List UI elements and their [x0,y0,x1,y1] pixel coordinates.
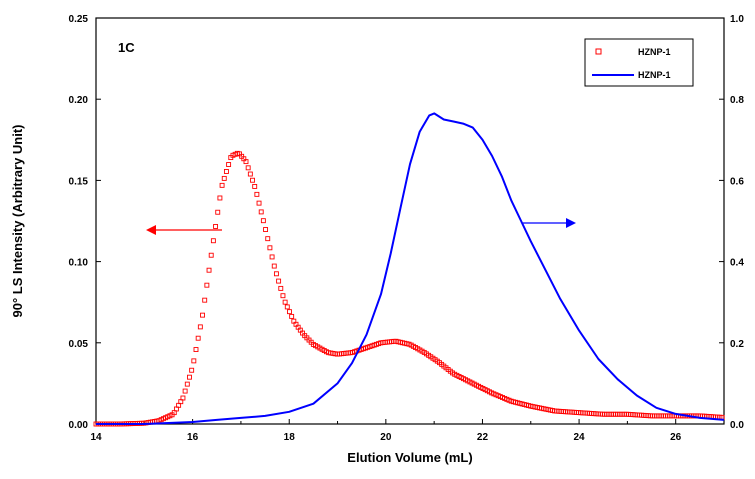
red-marker [204,282,210,288]
red-marker [265,236,271,242]
legend-box [584,38,694,87]
red-marker [250,177,255,183]
red-marker [252,183,258,189]
red-marker [195,335,201,341]
red-marker [184,381,190,387]
red-marker [213,224,219,229]
plot-frame [95,17,725,425]
red-marker [276,278,282,284]
red-marker [210,238,216,244]
red-marker [282,299,288,305]
x-tick-label: 26 [670,432,682,443]
red-marker [245,165,251,171]
left-axis-arrow [146,225,222,235]
red-marker [273,271,279,277]
x-tick-label: 16 [187,432,199,443]
red-marker [208,252,214,258]
y2-tick-label: 0.6 [730,176,744,187]
series-red-markers [93,150,725,427]
y2-tick-label: 1.0 [730,14,744,25]
y-tick-label: 0.00 [69,420,89,431]
red-marker [197,324,203,330]
series-blue-line [96,112,725,425]
red-marker [223,169,229,174]
ticks-layer: 14 16 18 20 22 24 26 0.00 0.05 0.10 0.15 0.20 0.25 0.… [69,14,745,443]
red-marker [263,227,269,232]
red-marker [269,254,275,260]
red-marker [287,309,292,315]
legend: HZNP-1 HZNP-1 [584,38,694,87]
red-marker [189,367,195,373]
red-marker [260,218,266,224]
panel-label: 1C [118,40,135,55]
red-marker [191,358,197,364]
y-tick-label: 0.10 [69,258,89,269]
x-tick-label: 18 [284,432,296,443]
legend-label-blue: HZNP-1 [638,70,671,80]
red-marker [217,195,223,201]
x-tick-label: 14 [90,432,102,443]
x-tick-label: 24 [574,432,586,443]
x-tick-label: 20 [380,432,392,443]
x-tick-label: 22 [477,432,489,443]
y2-tick-label: 0.2 [730,339,744,350]
series-layer [93,112,725,427]
red-marker [254,191,260,197]
red-marker [215,209,221,215]
red-marker [258,209,264,215]
y-tick-label: 0.20 [69,95,89,106]
y-tick-label: 0.15 [69,176,89,187]
red-marker [280,293,286,299]
red-marker [180,395,186,401]
red-marker [221,175,227,181]
y-tick-label: 0.25 [69,14,89,25]
red-marker [193,347,199,352]
red-marker [278,285,284,291]
x-axis-title: Elution Volume (mL) [347,450,472,465]
red-marker [267,245,273,251]
red-marker [206,267,212,273]
red-marker [256,200,262,206]
red-marker [289,313,295,319]
legend-label-red: HZNP-1 [638,47,671,57]
red-marker [182,388,188,394]
legend-marker-square [595,48,602,55]
red-marker [284,304,290,310]
y-axis-title: 90° LS Intensity (Arbitrary Unit) [10,124,25,317]
red-marker [219,182,225,188]
red-marker [226,162,232,167]
red-marker [202,297,208,303]
y2-tick-label: 0.0 [730,420,744,431]
right-axis-arrow [523,218,576,228]
red-marker [271,263,277,269]
y-tick-label: 0.05 [69,339,89,350]
y2-tick-label: 0.8 [730,95,744,106]
y2-tick-label: 0.4 [730,258,744,269]
red-marker [247,171,253,177]
red-marker [243,159,249,165]
red-marker [187,374,192,380]
axes-layer [95,17,725,425]
red-marker [200,312,205,318]
